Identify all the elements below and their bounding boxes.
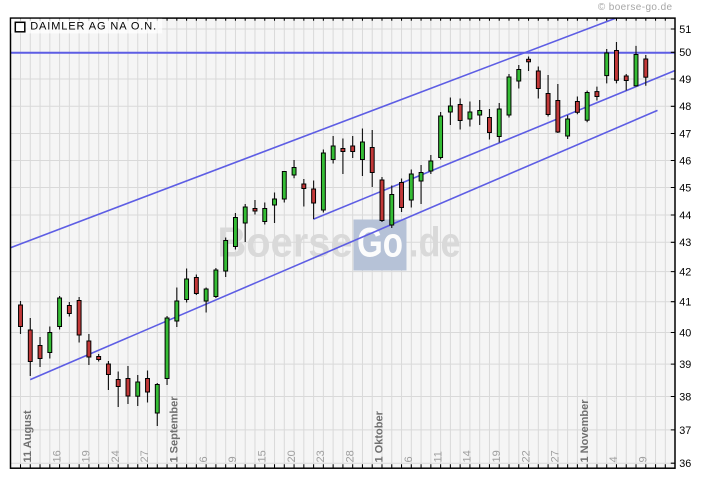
svg-text:22: 22 (520, 450, 532, 462)
svg-text:11 August: 11 August (22, 410, 34, 462)
svg-text:1 September: 1 September (169, 396, 181, 463)
svg-text:1 November: 1 November (579, 399, 591, 463)
svg-text:46: 46 (679, 155, 691, 167)
svg-text:DAIMLER AG NA O.N.: DAIMLER AG NA O.N. (30, 21, 157, 33)
svg-text:27: 27 (550, 450, 562, 462)
svg-text:36: 36 (679, 458, 691, 470)
svg-text:27: 27 (139, 450, 151, 462)
svg-text:49: 49 (679, 74, 691, 86)
svg-text:.de: .de (409, 219, 461, 266)
svg-text:39: 39 (679, 359, 691, 371)
svg-text:20: 20 (286, 450, 298, 462)
svg-text:19: 19 (491, 450, 503, 462)
svg-text:4: 4 (608, 456, 620, 462)
svg-text:9: 9 (638, 456, 650, 462)
svg-text:15: 15 (257, 450, 269, 462)
svg-text:6: 6 (198, 456, 210, 462)
svg-text:41: 41 (679, 297, 691, 309)
svg-text:50: 50 (679, 47, 691, 59)
svg-text:Boerse: Boerse (218, 219, 353, 266)
svg-text:51: 51 (679, 24, 691, 36)
svg-text:1 Oktober: 1 Oktober (374, 410, 386, 462)
svg-text:19: 19 (81, 450, 93, 462)
svg-text:47: 47 (679, 128, 691, 140)
svg-text:40: 40 (679, 327, 691, 339)
svg-text:© boerse-go.de: © boerse-go.de (598, 2, 673, 13)
svg-text:23: 23 (315, 450, 327, 462)
svg-text:37: 37 (679, 425, 691, 437)
svg-text:24: 24 (110, 450, 122, 462)
svg-text:9: 9 (227, 456, 239, 462)
svg-text:14: 14 (462, 450, 474, 462)
svg-text:43: 43 (679, 237, 691, 249)
svg-text:16: 16 (51, 450, 63, 462)
svg-text:11: 11 (432, 451, 444, 462)
svg-text:44: 44 (679, 210, 691, 222)
svg-text:6: 6 (403, 456, 415, 462)
svg-text:42: 42 (679, 267, 691, 279)
svg-text:28: 28 (344, 450, 356, 462)
svg-text:48: 48 (679, 101, 691, 113)
svg-text:45: 45 (679, 182, 691, 194)
svg-text:38: 38 (679, 391, 691, 403)
svg-text:Go: Go (357, 219, 403, 266)
